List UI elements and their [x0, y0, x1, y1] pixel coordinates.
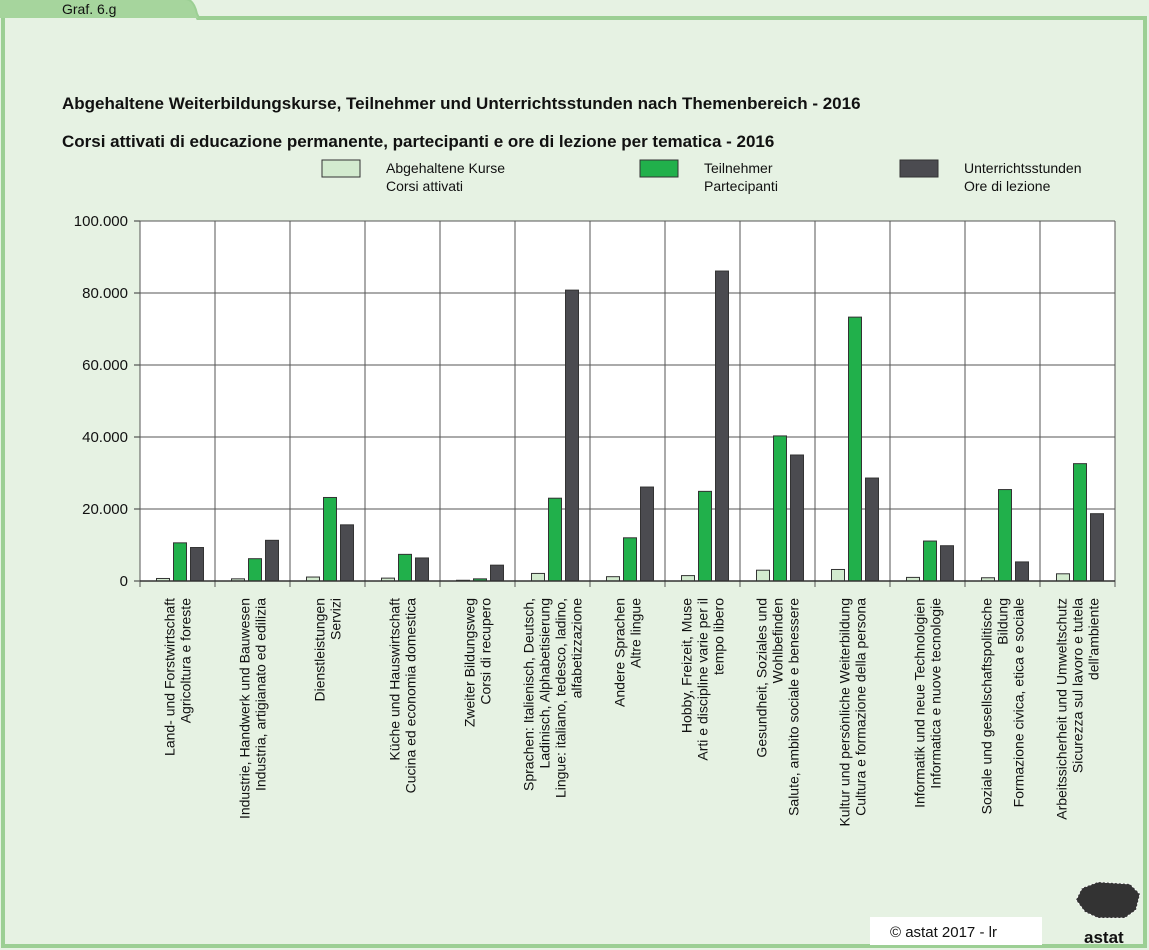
- legend-label: Unterrichtsstunden: [964, 160, 1082, 176]
- logo: astat: [1075, 881, 1141, 947]
- x-tick-label: Sprachen: Italienisch, Deutsch,: [521, 598, 537, 791]
- legend-swatch: [899, 159, 939, 178]
- legend-swatch: [639, 159, 679, 178]
- x-tick-label: Informatica e nuove tecnologie: [928, 598, 944, 789]
- chart-subtitle: Corsi attivati di educazione permanente,…: [62, 132, 774, 151]
- y-tick-label: 80.000: [82, 285, 128, 302]
- logo-text: astat: [1084, 928, 1124, 947]
- bar: [681, 575, 695, 582]
- bar: [248, 558, 262, 582]
- legend-swatch: [321, 159, 361, 178]
- x-tick-label: Formazione civica, etica e sociale: [1011, 598, 1027, 808]
- bar: [848, 316, 862, 582]
- bar: [1056, 573, 1070, 582]
- bar: [756, 569, 770, 582]
- bar: [173, 542, 187, 582]
- x-tick-label: Küche und Hauswirtschaft: [387, 598, 403, 761]
- bar: [998, 489, 1012, 582]
- bar: [831, 568, 845, 582]
- bar: [565, 289, 579, 582]
- y-tick-label: 100.000: [74, 213, 128, 230]
- y-tick-label: 40.000: [82, 429, 128, 446]
- tab-label: Graf. 6.g: [62, 1, 116, 17]
- x-tick-label: Servizi: [328, 598, 344, 640]
- x-tick-label: Corsi di recupero: [478, 598, 494, 705]
- bar: [398, 553, 412, 582]
- footer-box: [870, 917, 1042, 945]
- y-tick-label: 0: [120, 573, 128, 590]
- x-tick-label: Dienstleistungen: [312, 598, 328, 702]
- x-tick-label: Bildung: [995, 598, 1011, 645]
- legend-label: Teilnehmer: [704, 160, 773, 176]
- bar: [790, 454, 804, 582]
- bar: [940, 545, 954, 582]
- x-tick-label: alfabetizzazione: [569, 598, 585, 699]
- y-tick-label: 60.000: [82, 357, 128, 374]
- x-tick-label: Andere Sprachen: [612, 598, 628, 707]
- x-tick-label: Wohlbefinden: [770, 598, 786, 683]
- x-tick-label: Industria, artigianato ed edilizia: [253, 598, 269, 791]
- bar: [623, 537, 637, 582]
- x-tick-label: Lingue: italiano, tedesco, ladino,: [553, 598, 569, 798]
- x-tick-label: Altre lingue: [628, 598, 644, 668]
- bar: [865, 477, 879, 582]
- y-tick-label: 20.000: [82, 501, 128, 518]
- legend-label: Corsi attivati: [386, 178, 463, 194]
- plot-area: [140, 221, 1115, 581]
- x-tick-label: Cultura e formazione della persona: [853, 598, 869, 816]
- x-tick-label: Gesundheit, Soziales und: [754, 598, 770, 758]
- x-tick-label: Salute, ambito sociale e benessere: [786, 598, 802, 816]
- bar: [698, 490, 712, 582]
- bar: [1015, 561, 1029, 582]
- bar: [323, 496, 337, 582]
- bar: [548, 497, 562, 582]
- bar: [1073, 463, 1087, 582]
- bar: [340, 524, 354, 582]
- bar: [640, 486, 654, 582]
- x-tick-label: Informatik und neue Technologien: [912, 598, 928, 808]
- legend-label: Ore di lezione: [964, 178, 1051, 194]
- bar: [190, 547, 204, 582]
- x-tick-label: Soziale und gesellschaftspolitische: [979, 598, 995, 815]
- x-tick-label: Ladinisch, Alphabetisierung: [537, 598, 553, 768]
- bar: [715, 270, 729, 582]
- x-tick-label: Arbeitssicherheit und Umweltschutz: [1054, 598, 1070, 820]
- x-tick-label: Hobby, Freizeit, Muse: [679, 598, 695, 733]
- bar: [415, 557, 429, 582]
- x-tick-label: Sicurezza sul lavoro e tutela: [1070, 598, 1086, 773]
- legend-label: Partecipanti: [704, 178, 778, 194]
- legend-label: Abgehaltene Kurse: [386, 160, 505, 176]
- x-tick-label: Arti e discipline varie per il: [695, 598, 711, 761]
- x-tick-label: Kultur und persönliche Weiterbildung: [837, 598, 853, 827]
- x-tick-label: dell'ambiente: [1086, 598, 1102, 680]
- tab: [0, 0, 198, 18]
- x-tick-label: Agricoltura e foreste: [178, 598, 194, 723]
- bar: [265, 539, 279, 582]
- x-tick-label: Zweiter Bildungsweg: [462, 598, 478, 727]
- bar: [773, 435, 787, 582]
- x-tick-label: Cucina ed economia domestica: [403, 598, 419, 794]
- bar: [490, 564, 504, 582]
- footer: © astat 2017 - lr: [890, 924, 997, 941]
- chart-title: Abgehaltene Weiterbildungskurse, Teilneh…: [62, 94, 861, 113]
- x-tick-label: Land- und Forstwirtschaft: [162, 598, 178, 756]
- x-tick-label: Industrie, Handwerk und Bauwesen: [237, 598, 253, 819]
- bar: [1090, 513, 1104, 582]
- x-tick-label: tempo libero: [711, 598, 727, 675]
- bar: [531, 572, 545, 582]
- bar: [923, 540, 937, 582]
